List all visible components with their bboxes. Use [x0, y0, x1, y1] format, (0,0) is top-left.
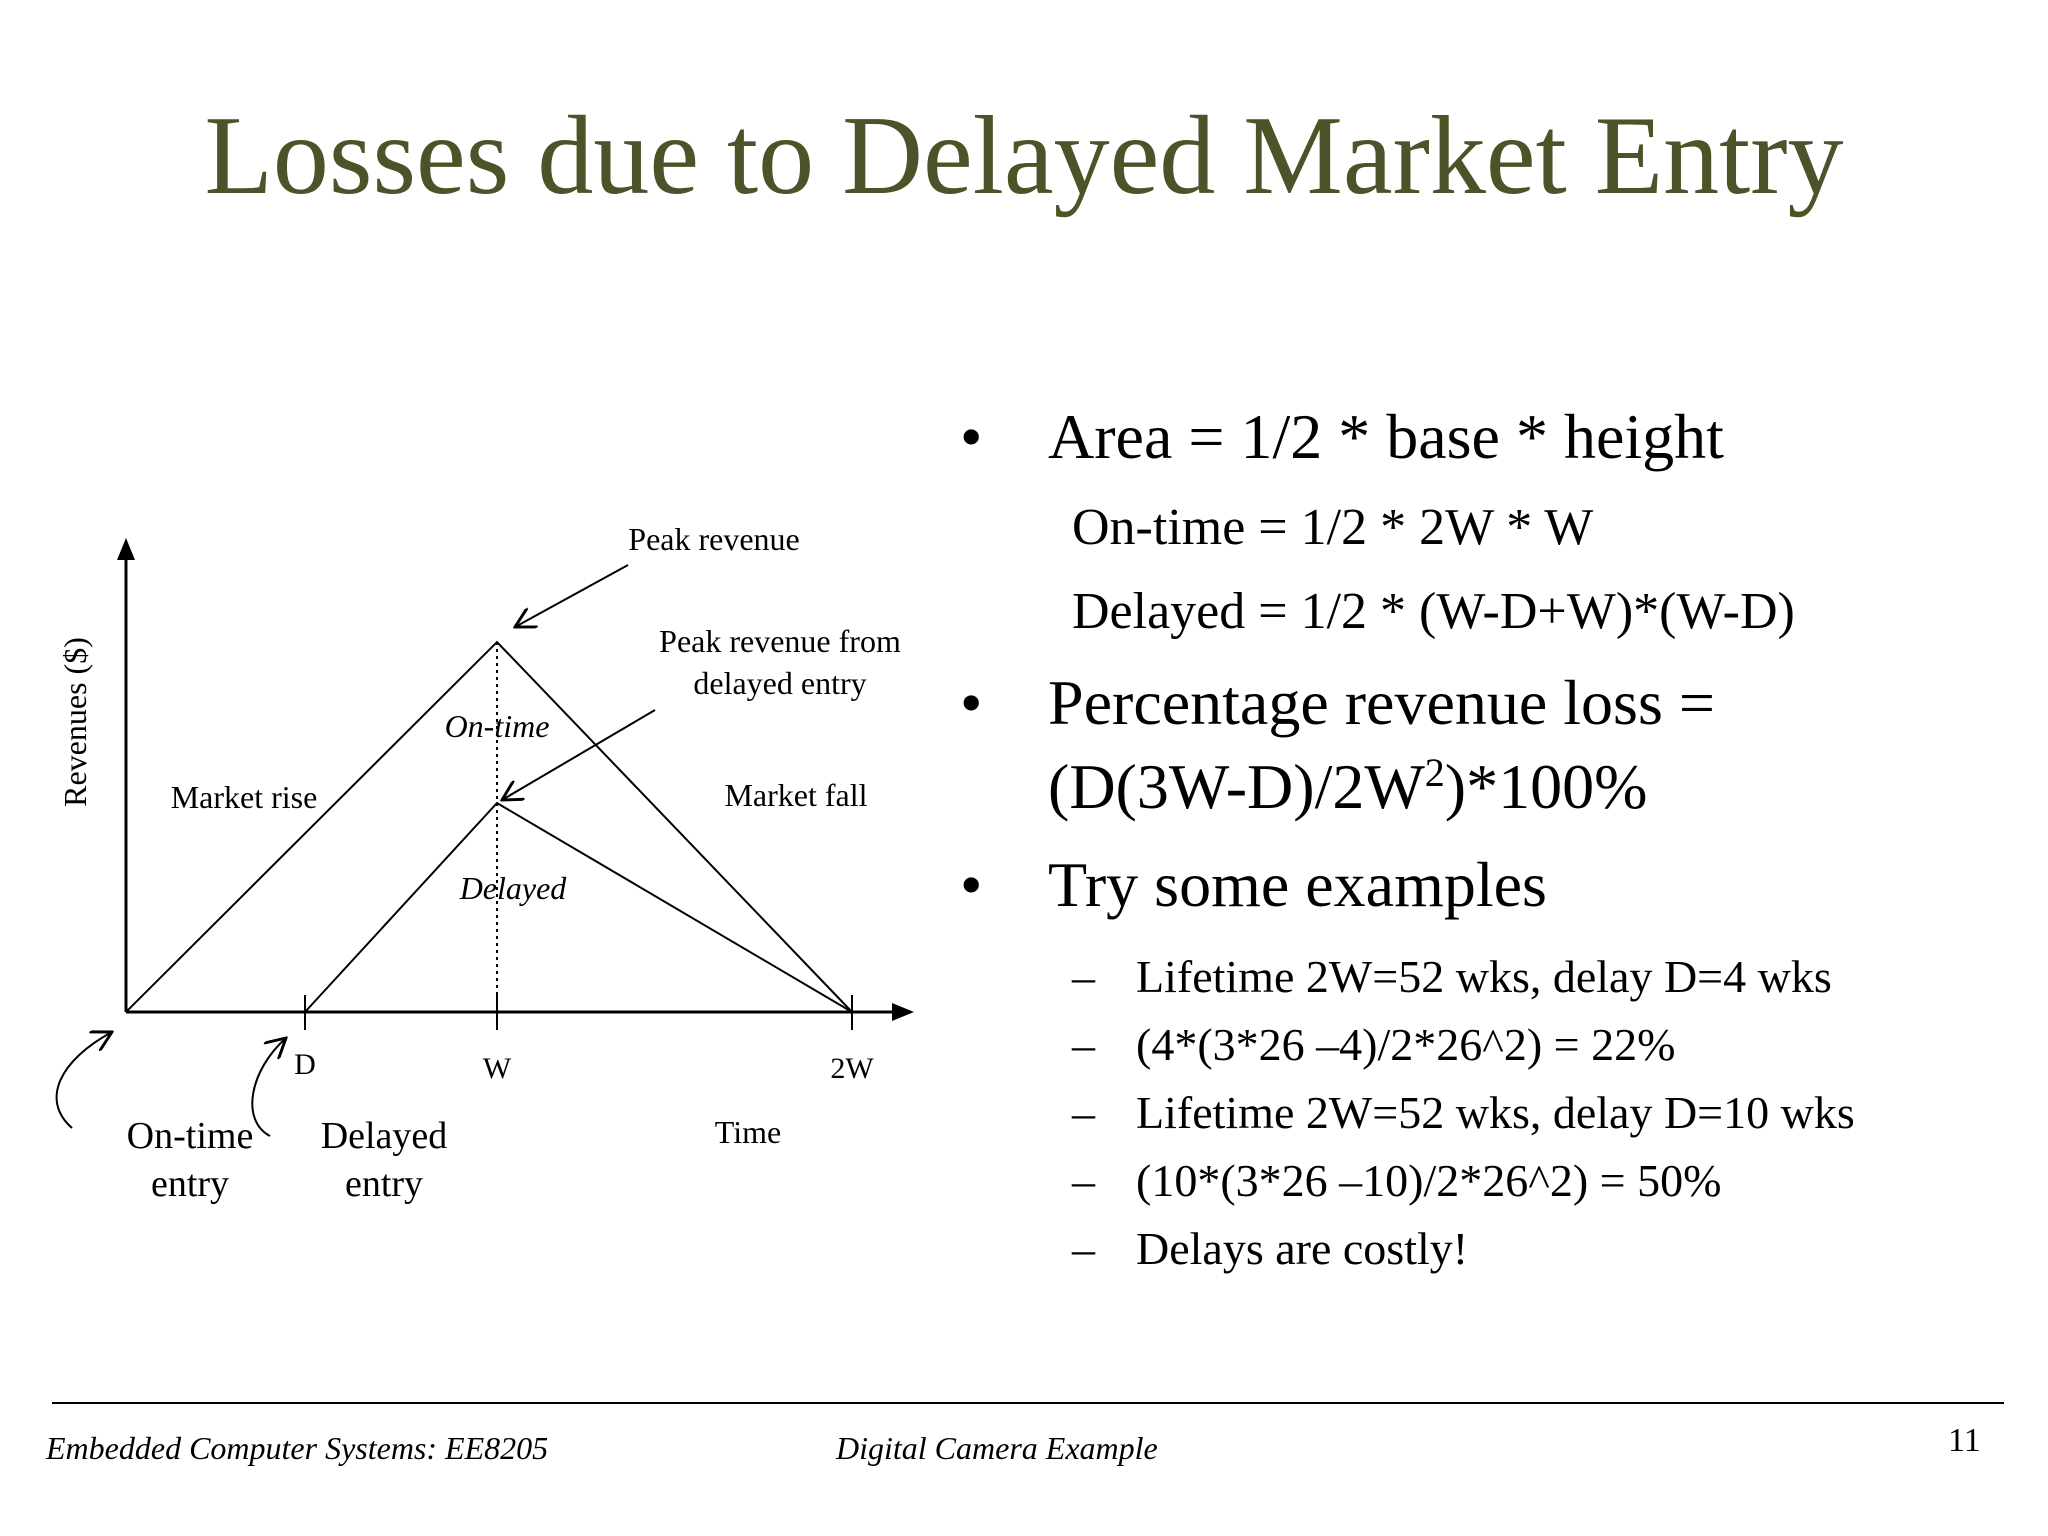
dash-glyph: –	[1072, 1223, 1095, 1274]
y-axis-label: Revenues ($)	[57, 637, 93, 807]
bullet-glyph: •	[960, 401, 983, 472]
example-item: Lifetime 2W=52 wks, delay D=10 wks	[1136, 1087, 1855, 1138]
page-number: 11	[1948, 1422, 1981, 1459]
peak-delayed-label-1: Peak revenue from	[659, 623, 901, 659]
pct-loss-b: )*100%	[1444, 751, 1648, 822]
dash-glyph: –	[1072, 1019, 1095, 1070]
y-axis-arrowhead	[117, 538, 135, 560]
delayed-region-label: Delayed	[459, 870, 568, 906]
pct-loss-line1: Percentage revenue loss =	[1048, 667, 1715, 738]
peak-revenue-label: Peak revenue	[628, 521, 799, 557]
pct-loss-a: (D(3W-D)/2W	[1048, 751, 1425, 822]
dash-glyph: –	[1072, 951, 1095, 1002]
example-item: (4*(3*26 –4)/2*26^2) = 22%	[1136, 1019, 1676, 1070]
on-time-entry-label-1: On-time	[127, 1115, 254, 1157]
tick-label-2w: 2W	[830, 1052, 874, 1085]
on-time-entry-label-2: entry	[151, 1163, 229, 1205]
peak-revenue-arrow	[515, 564, 629, 627]
peak-delayed-arrow	[502, 709, 656, 800]
delayed-formula: Delayed = 1/2 * (W-D+W)*(W-D)	[1072, 583, 1795, 640]
footer-topic: Digital Camera Example	[836, 1430, 1158, 1466]
market-rise-label: Market rise	[171, 779, 318, 815]
pct-loss-sup: 2	[1424, 750, 1445, 795]
peak-delayed-label-2: delayed entry	[693, 665, 866, 701]
bullet-glyph: •	[960, 667, 983, 738]
example-item: Lifetime 2W=52 wks, delay D=4 wks	[1136, 951, 1832, 1002]
x-axis-label: Time	[715, 1114, 781, 1150]
x-axis-arrowhead	[892, 1003, 914, 1021]
example-item: (10*(3*26 –10)/2*26^2) = 50%	[1136, 1155, 1722, 1206]
area-formula: Area = 1/2 * base * height	[1048, 401, 1724, 472]
try-examples: Try some examples	[1048, 849, 1547, 920]
dash-glyph: –	[1072, 1087, 1095, 1138]
delayed-entry-label-2: entry	[345, 1163, 423, 1205]
footer-course: Embedded Computer Systems: EE8205	[46, 1430, 549, 1466]
delayed-triangle	[304, 801, 853, 1013]
example-item: Delays are costly!	[1136, 1223, 1469, 1274]
slide-title: Losses due to Delayed Market Entry	[204, 94, 1844, 218]
tick-label-w: W	[483, 1052, 512, 1085]
dash-glyph: –	[1072, 1155, 1095, 1206]
bullet-glyph: •	[960, 849, 983, 920]
delayed-entry-arrow	[251, 1038, 286, 1137]
on-time-formula: On-time = 1/2 * 2W * W	[1072, 499, 1594, 556]
market-fall-label: Market fall	[724, 777, 867, 813]
on-time-region-label: On-time	[445, 708, 550, 744]
on-time-entry-arrow	[55, 1032, 112, 1129]
delayed-entry-label-1: Delayed	[321, 1115, 448, 1157]
tick-label-d: D	[294, 1048, 316, 1081]
footer-divider	[52, 1402, 2004, 1404]
